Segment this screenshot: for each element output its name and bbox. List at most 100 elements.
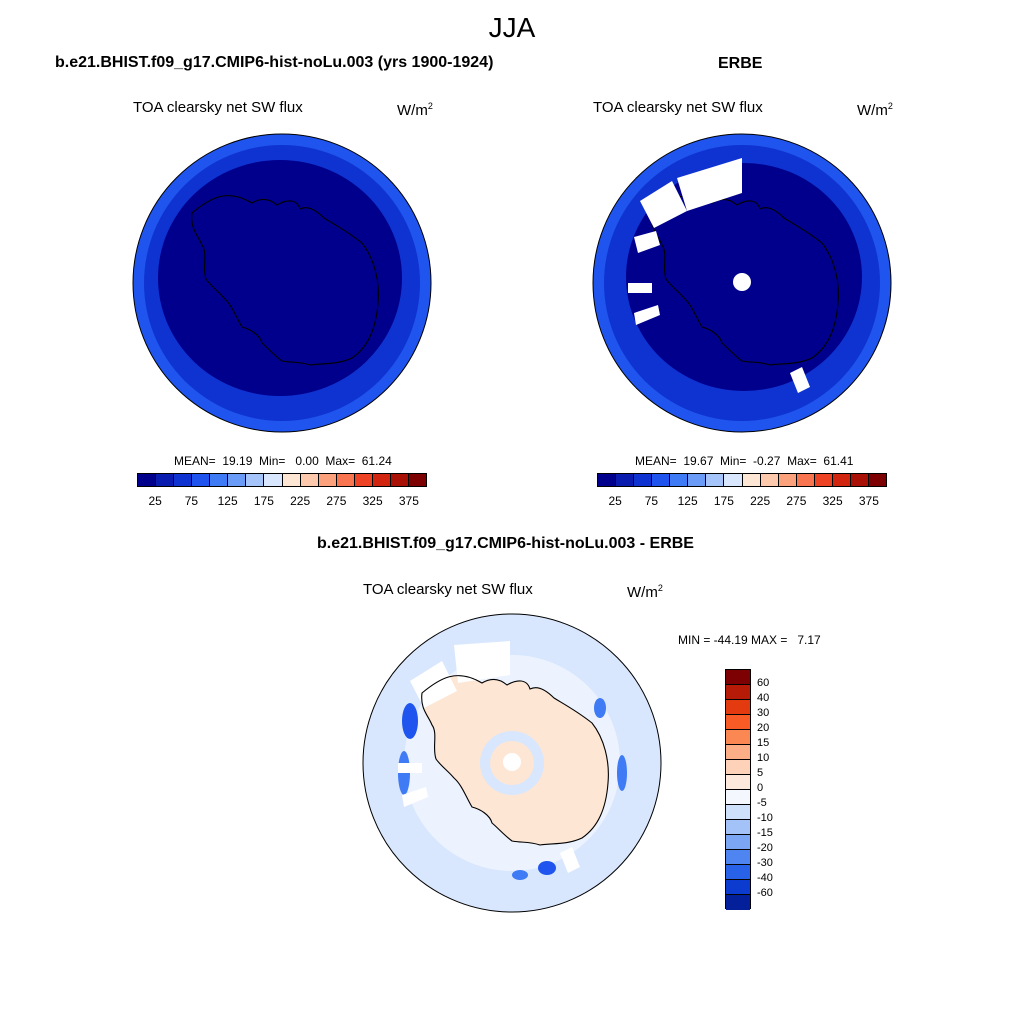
colorbar-swatch — [726, 880, 750, 895]
colorbar-swatch — [174, 474, 193, 486]
colorbar-swatch — [354, 474, 373, 486]
colorbar-tick-label: 125 — [677, 494, 698, 508]
colorbar-swatch — [726, 895, 750, 910]
colorbar-tick-label: 75 — [184, 494, 199, 508]
obs-panel-title: ERBE — [718, 55, 763, 72]
colorbar-tick-label: -60 — [757, 887, 773, 899]
colorbar-swatch — [634, 474, 653, 486]
colorbar-swatch — [726, 835, 750, 850]
colorbar-swatch — [706, 474, 725, 486]
colorbar-swatch — [726, 685, 750, 700]
colorbar-tick-label: -15 — [757, 827, 773, 839]
diff-colorbar-ticks: 60 40 30 20 15 10 5 0 -5 -10 -15 -20 -30 -40 -60 — [757, 669, 797, 909]
colorbar-swatch — [726, 865, 750, 880]
colorbar-tick-label: 125 — [217, 494, 238, 508]
colorbar-tick-label: 10 — [757, 752, 770, 764]
diff-missing-data-strip — [402, 787, 428, 807]
colorbar-swatch — [390, 474, 409, 486]
colorbar-swatch — [264, 474, 283, 486]
colorbar-swatch — [726, 790, 750, 805]
obs-polar-map — [592, 133, 892, 433]
diff-negative-anomaly — [512, 870, 528, 880]
colorbar-swatch — [156, 474, 175, 486]
obs-variable-label: TOA clearsky net SW flux — [593, 99, 763, 116]
colorbar-swatch — [742, 474, 761, 486]
colorbar-tick-label: -40 — [757, 872, 773, 884]
model-polar-map — [132, 133, 432, 433]
colorbar-swatch — [318, 474, 337, 486]
colorbar-swatch — [726, 670, 750, 685]
colorbar-swatch — [726, 805, 750, 820]
diff-map-border — [362, 613, 662, 913]
colorbar-swatch — [850, 474, 869, 486]
obs-units-label: W/m2 — [857, 101, 893, 119]
obs-antarctica-outline — [651, 195, 839, 366]
colorbar-tick-label: 30 — [757, 707, 770, 719]
obs-missing-data-strip — [790, 367, 810, 393]
diff-units-label: W/m2 — [627, 583, 663, 601]
colorbar-swatch — [814, 474, 833, 486]
diff-pole-hole — [503, 753, 521, 771]
season-title: JJA — [488, 12, 536, 43]
model-antarctica-outline — [191, 195, 379, 366]
colorbar-tick-label: 375 — [858, 494, 879, 508]
colorbar-tick-label: -30 — [757, 857, 773, 869]
colorbar-swatch — [778, 474, 797, 486]
colorbar-tick-label: 40 — [757, 692, 770, 704]
model-stats: MEAN= 19.19 Min= 0.00 Max= 61.24 — [174, 454, 392, 468]
obs-pole-hole — [733, 273, 751, 291]
colorbar-tick-label: 175 — [253, 494, 274, 508]
model-map-border — [132, 133, 432, 433]
model-colorbar-ticks: 25 75 125 175 225 275 325 375 — [137, 494, 427, 510]
colorbar-swatch — [408, 474, 426, 486]
model-colorbar — [137, 473, 427, 487]
colorbar-tick-label: 325 — [822, 494, 843, 508]
colorbar-tick-label: -20 — [757, 842, 773, 854]
diff-polar-map — [362, 613, 662, 913]
colorbar-tick-label: 325 — [362, 494, 383, 508]
colorbar-swatch — [246, 474, 265, 486]
colorbar-tick-label: 20 — [757, 722, 770, 734]
diff-missing-data-strip — [398, 763, 422, 773]
colorbar-swatch — [726, 745, 750, 760]
colorbar-swatch — [724, 474, 743, 486]
model-variable-label: TOA clearsky net SW flux — [133, 99, 303, 116]
colorbar-swatch — [726, 730, 750, 745]
diff-negative-anomaly — [594, 698, 606, 718]
diff-stats: MIN = -44.19 MAX = 7.17 — [678, 633, 821, 647]
colorbar-tick-label: -10 — [757, 812, 773, 824]
colorbar-swatch — [598, 474, 617, 486]
colorbar-swatch — [760, 474, 779, 486]
colorbar-tick-label: 75 — [644, 494, 659, 508]
colorbar-tick-label: 60 — [757, 677, 770, 689]
obs-missing-data-block — [640, 181, 687, 228]
obs-missing-data-strip — [634, 305, 660, 325]
colorbar-swatch — [726, 715, 750, 730]
colorbar-swatch — [372, 474, 391, 486]
obs-missing-data-strip — [628, 283, 652, 293]
obs-missing-data-strip — [634, 231, 660, 253]
diff-variable-label: TOA clearsky net SW flux — [363, 581, 533, 598]
colorbar-tick-label: 0 — [757, 782, 764, 794]
colorbar-tick-label: 225 — [290, 494, 311, 508]
colorbar-swatch — [726, 820, 750, 835]
diff-panel-title: b.e21.BHIST.f09_g17.CMIP6-hist-noLu.003 … — [317, 535, 694, 552]
obs-stats: MEAN= 19.67 Min= -0.27 Max= 61.41 — [635, 454, 854, 468]
diff-missing-data-strip — [560, 847, 580, 873]
colorbar-tick-label: 5 — [757, 767, 764, 779]
colorbar-swatch — [300, 474, 319, 486]
colorbar-swatch — [796, 474, 815, 486]
colorbar-swatch — [616, 474, 635, 486]
colorbar-swatch — [726, 850, 750, 865]
colorbar-swatch — [652, 474, 671, 486]
colorbar-tick-label: 15 — [757, 737, 770, 749]
colorbar-tick-label: 275 — [786, 494, 807, 508]
colorbar-swatch — [726, 775, 750, 790]
colorbar-swatch — [726, 760, 750, 775]
colorbar-swatch — [192, 474, 211, 486]
colorbar-tick-label: 375 — [398, 494, 419, 508]
colorbar-swatch — [336, 474, 355, 486]
colorbar-swatch — [670, 474, 689, 486]
obs-colorbar — [597, 473, 887, 487]
diff-missing-data-band — [454, 641, 510, 683]
